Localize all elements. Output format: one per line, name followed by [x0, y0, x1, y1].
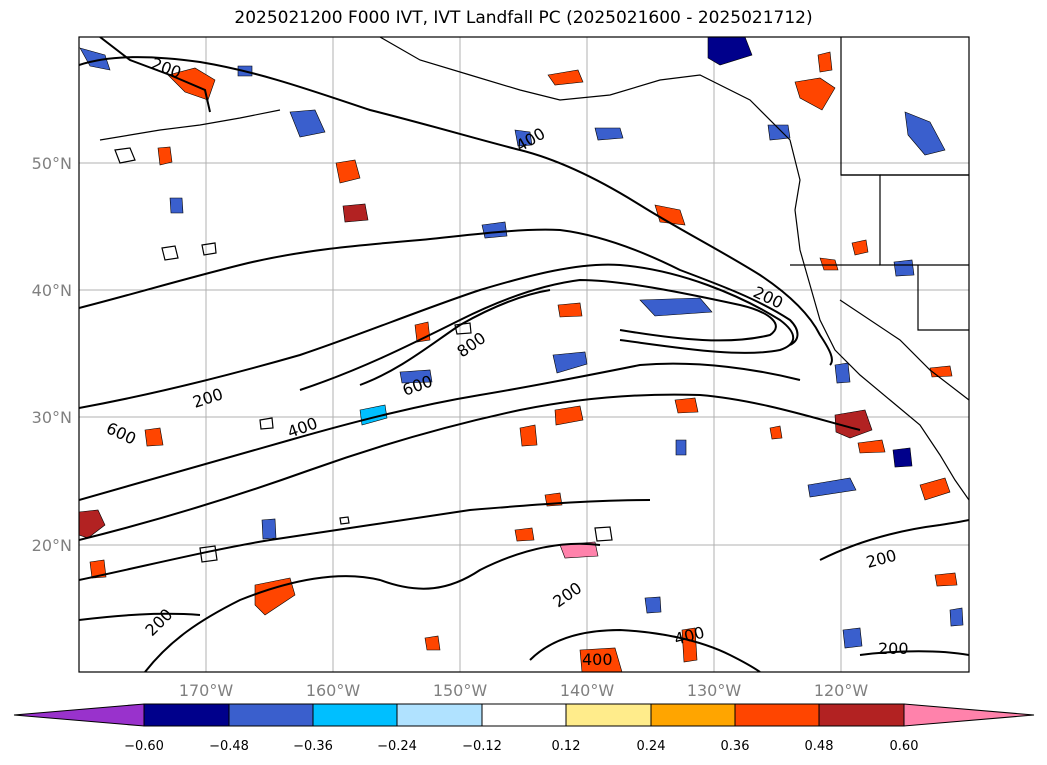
- lon-label-150w: 150°W: [433, 681, 488, 700]
- colorbar-tick: 0.24: [637, 739, 666, 754]
- contour-label: 400: [582, 650, 613, 669]
- contour-label: 200: [878, 639, 909, 658]
- lon-label-130w: 130°W: [687, 681, 742, 700]
- colorbar-bin: [312, 703, 398, 727]
- lon-label-160w: 160°W: [306, 681, 361, 700]
- islands: [161, 242, 613, 563]
- lat-label-30: 30°N: [32, 408, 72, 427]
- colorbar: −0.60 −0.48 −0.36 −0.24 −0.12 0.12 0.24 …: [13, 703, 1035, 754]
- colorbar-tick: −0.48: [209, 739, 249, 754]
- map-title: 2025021200 F000 IVT, IVT Landfall PC (20…: [234, 8, 813, 28]
- lon-label-140w: 140°W: [560, 681, 615, 700]
- coastlines: [99, 37, 969, 501]
- colorbar-bin: [143, 703, 230, 727]
- colorbar-tick: 0.48: [805, 739, 834, 754]
- pc-positive-blobs: [79, 51, 958, 672]
- lat-label-50: 50°N: [32, 154, 72, 173]
- colorbar-bin: [734, 703, 820, 727]
- colorbar-tick: 0.60: [890, 739, 919, 754]
- colorbar-tick: −0.36: [293, 739, 333, 754]
- colorbar-bin: [396, 703, 483, 727]
- pc-negative-blobs: [79, 37, 964, 649]
- colorbar-over-arrow: [903, 703, 1035, 727]
- colorbar-bin: [481, 703, 567, 727]
- lon-label-170w: 170°W: [179, 681, 234, 700]
- colorbar-bin: [565, 703, 652, 727]
- colorbar-tick: 0.36: [721, 739, 750, 754]
- lat-label-20: 20°N: [32, 536, 72, 555]
- colorbar-under-arrow: [13, 703, 145, 727]
- colorbar-tick: 0.12: [552, 739, 581, 754]
- map-border: [78, 36, 970, 673]
- colorbar-bin: [228, 703, 314, 727]
- lon-axis: 170°W 160°W 150°W 140°W 130°W 120°W: [179, 681, 869, 700]
- colorbar-tick: −0.12: [462, 739, 502, 754]
- colorbar-bin: [818, 703, 905, 727]
- colorbar-tick: −0.60: [124, 739, 164, 754]
- lon-label-120w: 120°W: [814, 681, 869, 700]
- colorbar-tick: −0.24: [377, 739, 417, 754]
- lat-label-40: 40°N: [32, 281, 72, 300]
- ivt-contours: [79, 37, 969, 672]
- colorbar-bin: [650, 703, 736, 727]
- lat-axis: 50°N 40°N 30°N 20°N: [32, 154, 72, 555]
